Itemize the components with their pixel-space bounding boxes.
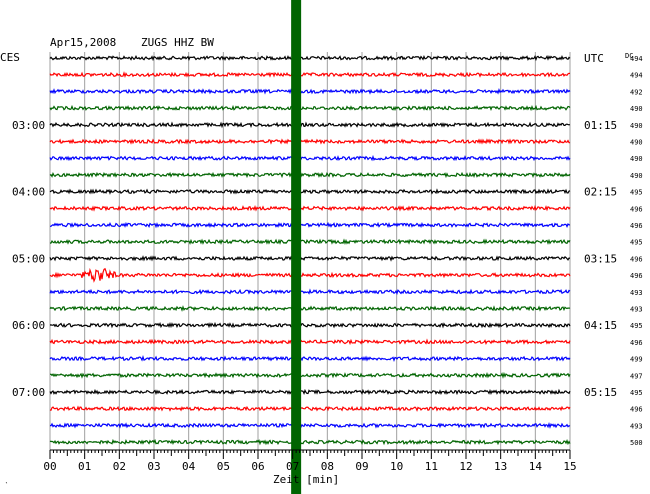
trace-12 [49, 255, 570, 262]
x-tick-label-04: 04 [182, 460, 196, 473]
x-tick-label-08: 08 [321, 460, 334, 473]
x-tick-label-01: 01 [78, 460, 91, 473]
trace-14 [49, 288, 571, 295]
trace-3 [49, 104, 571, 112]
x-tick-label-12: 12 [459, 460, 472, 473]
dc-value-18: 499 [630, 356, 643, 364]
x-tick-label-05: 05 [217, 460, 230, 473]
dc-value-4: 490 [630, 122, 643, 130]
x-axis: 00 01 02 03 04 05 06 07 08 09 10 11 12 13 14 15 [43, 449, 577, 473]
trace-22 [49, 422, 571, 429]
right-hour-label-UTC: UTC [584, 52, 604, 65]
trace-23 [49, 438, 571, 446]
trace-0 [49, 55, 571, 62]
right-hour-label-0415: 04:15 [584, 319, 617, 332]
dc-value-20: 495 [630, 389, 643, 397]
right-hour-label-0215: 02:15 [584, 186, 617, 199]
dc-value-8: 495 [630, 189, 643, 197]
dc-value-9: 496 [630, 205, 643, 213]
trace-19 [49, 371, 571, 379]
dc-value-2: 492 [630, 88, 643, 96]
left-hour-labels: 03:00 04:00 05:00 06:00 07:00 [12, 119, 45, 399]
trace-11 [49, 238, 571, 245]
grid-lines [49, 52, 571, 450]
dc-value-19: 497 [630, 372, 643, 380]
trace-13 [49, 267, 571, 283]
trace-18 [49, 355, 571, 362]
dc-header-label: DC [625, 52, 633, 60]
trace-5 [49, 138, 571, 145]
x-tick-label-11: 11 [425, 460, 438, 473]
dc-value-12: 496 [630, 255, 643, 263]
trace-2 [49, 88, 571, 95]
dc-value-21: 496 [630, 406, 643, 414]
x-tick-label-09: 09 [355, 460, 368, 473]
right-hour-label-0315: 03:15 [584, 252, 617, 265]
left-hour-label-0700: 07:00 [12, 386, 45, 399]
x-tick-label-06: 06 [251, 460, 264, 473]
dc-value-11: 495 [630, 239, 643, 247]
dc-value-13: 496 [630, 272, 643, 280]
trace-20 [49, 388, 571, 396]
trace-16 [49, 321, 571, 329]
trace-6 [49, 154, 571, 162]
left-hour-label-0500: 05:00 [12, 252, 45, 265]
dc-value-0: 494 [630, 55, 643, 63]
trace-4 [49, 121, 571, 129]
trace-1 [49, 71, 570, 79]
dc-value-23: 500 [630, 439, 643, 447]
x-tick-label-00: 00 [43, 460, 56, 473]
trace-7 [49, 171, 571, 179]
corner-mark: ‵ [4, 481, 9, 490]
time-marker-bar [291, 0, 302, 494]
x-tick-label-14: 14 [529, 460, 543, 473]
x-tick-label-15: 15 [563, 460, 576, 473]
dc-value-22: 493 [630, 422, 643, 430]
trace-17 [49, 338, 571, 346]
header-station: ZUGS HHZ BW [141, 36, 214, 49]
trace-9 [49, 204, 571, 212]
right-hour-labels: UTC 01:15 02:15 03:15 04:15 05:15 [584, 52, 617, 399]
right-hour-label-0115: 01:15 [584, 119, 617, 132]
dc-value-17: 496 [630, 339, 643, 347]
x-tick-label-03: 03 [147, 460, 160, 473]
dc-value-15: 493 [630, 306, 643, 314]
left-hour-label-0300: 03:00 [12, 119, 45, 132]
dc-value-6: 490 [630, 155, 643, 163]
left-timezone-label: CES [0, 51, 20, 64]
left-hour-label-0400: 04:00 [12, 186, 45, 199]
trace-10 [50, 221, 571, 229]
x-tick-label-10: 10 [390, 460, 403, 473]
dc-value-3: 490 [630, 105, 643, 113]
dc-value-10: 496 [630, 222, 643, 230]
trace-21 [49, 405, 571, 412]
dc-value-5: 490 [630, 139, 643, 147]
dc-value-7: 490 [630, 172, 643, 180]
seismic-traces [49, 55, 571, 446]
dc-value-16: 495 [630, 322, 643, 330]
right-hour-label-0515: 05:15 [584, 386, 617, 399]
x-axis-label: Zeit [min] [273, 473, 339, 486]
x-tick-label-02: 02 [113, 460, 126, 473]
dc-value-14: 493 [630, 289, 643, 297]
trace-8 [49, 188, 571, 195]
x-tick-label-13: 13 [494, 460, 507, 473]
header-date: Apr15,2008 [50, 36, 116, 49]
trace-15 [49, 305, 571, 312]
dc-value-labels: 494 494 492 490 490 490 490 490 495 496 496 495 496 4… [630, 55, 643, 447]
dc-value-1: 494 [630, 72, 643, 80]
x-tick-label-07: 07 [286, 460, 299, 473]
left-hour-label-0600: 06:00 [12, 319, 45, 332]
